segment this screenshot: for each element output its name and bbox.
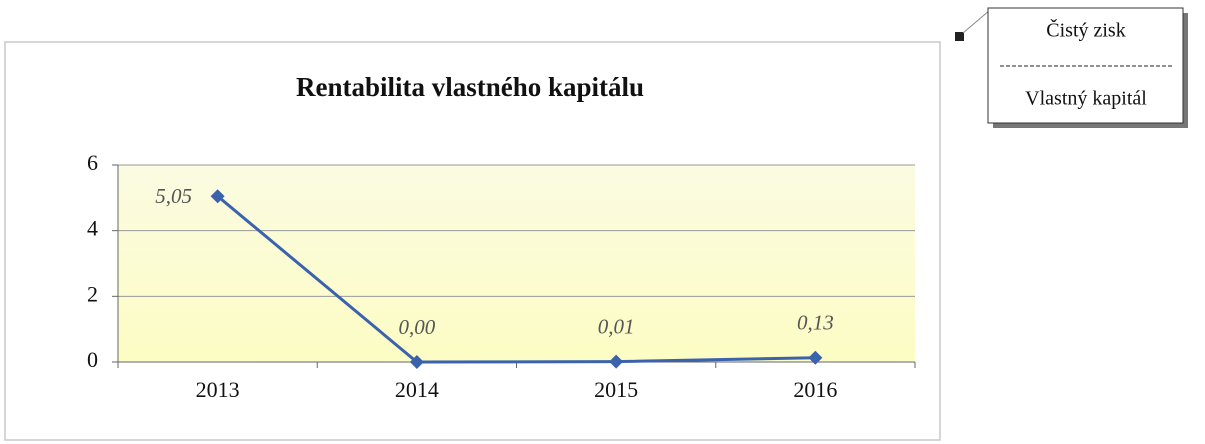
x-tick-label: 2013 [196,377,240,402]
denominator: Vlastný kapitál [1025,88,1147,110]
data-label: 5,05 [155,184,192,208]
data-label: 0,13 [797,311,834,335]
numerator: Čistý zisk [1046,18,1125,42]
marker [808,350,823,365]
handle [955,32,964,41]
marker [409,355,424,369]
plot-area [118,165,915,362]
data-label: 0,01 [598,314,635,338]
marker [609,354,624,369]
connector [962,9,991,34]
x-tick-label: 2016 [793,377,837,402]
x-tick-label: 2014 [395,377,439,402]
y-tick-label: 6 [87,150,98,175]
y-tick-label: 0 [87,347,98,372]
formula-box: Čistý zisk Vlastný kapitál [955,7,1188,128]
chart-title: Rentabilita vlastného kapitálu [296,72,644,102]
y-tick-label: 4 [87,216,98,241]
series-line [216,195,816,364]
data-label: 0,00 [399,315,436,339]
y-tick-label: 2 [87,281,98,306]
x-tick-label: 2015 [594,377,638,402]
marker [210,189,225,204]
